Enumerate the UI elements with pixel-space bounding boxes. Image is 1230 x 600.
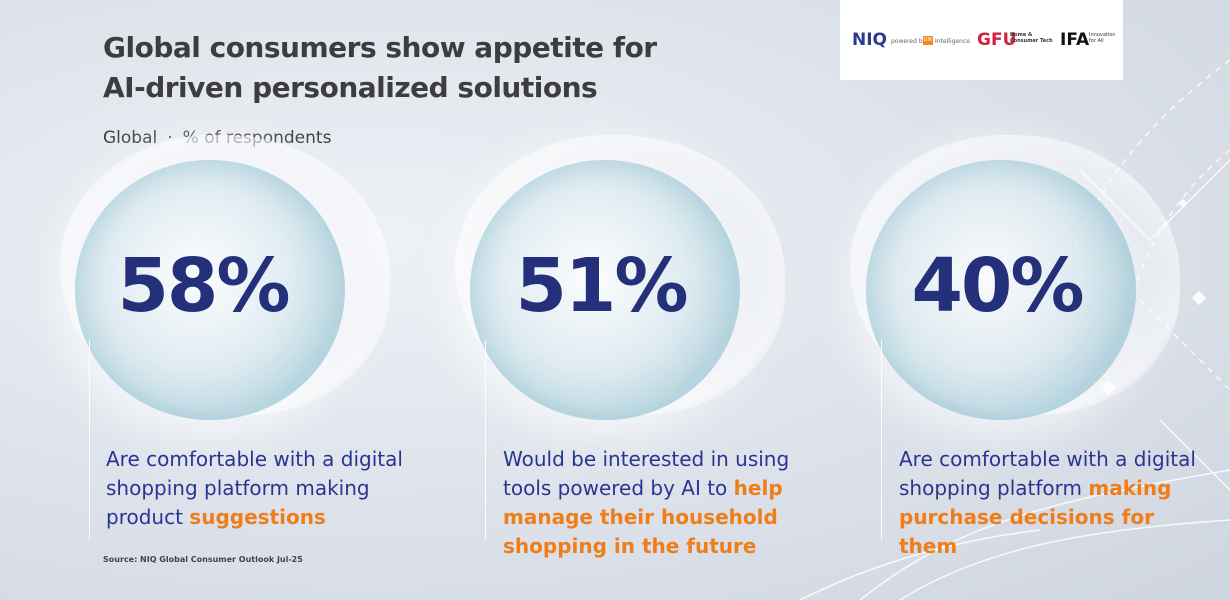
stat-highlight-3: making purchase decisions for them [899, 476, 1172, 558]
divider-line-1 [89, 340, 90, 540]
gfu-tagline: Home & Consumer Tech [1010, 32, 1053, 44]
title-line-1: Global consumers show appetite for [103, 31, 657, 64]
stat-value-3: 40% [911, 243, 1084, 329]
ifa-logo: IFA [1060, 30, 1090, 50]
stat-text-1: Are comfortable with a digital shopping … [106, 447, 403, 529]
partner-logos: NIQ powered by GfK Intelligence GFU Home… [840, 0, 1123, 80]
bubble-1 [75, 160, 345, 420]
niq-logo: NIQ [852, 30, 888, 50]
stat-text-3: Are comfortable with a digital shopping … [899, 447, 1196, 500]
gfu-logo: GFU [977, 30, 1017, 50]
stat-value-2: 51% [515, 243, 688, 329]
stat-text-2: Would be interested in using tools power… [503, 447, 790, 500]
stat-highlight-1: suggestions [189, 505, 326, 529]
divider-line-3 [881, 340, 882, 540]
subtitle-separator: · [167, 128, 173, 148]
stat-description-1: Are comfortable with a digital shopping … [106, 445, 406, 532]
intelligence-text: Intelligence [935, 38, 970, 45]
stat-description-3: Are comfortable with a digital shopping … [899, 445, 1209, 561]
title-line-2: AI-driven personalized solutions [103, 71, 598, 104]
source-note: Source: NIQ Global Consumer Outlook Jul-… [103, 555, 303, 564]
ifa-tagline: Innovation for All [1089, 32, 1116, 44]
powered-by-text: powered by [891, 38, 927, 45]
divider-line-2 [485, 340, 486, 540]
gfk-logo: GfK [923, 36, 933, 45]
bubble-3 [866, 160, 1136, 420]
page-title: Global consumers show appetite for AI-dr… [103, 28, 657, 108]
subtitle-scope: Global [103, 128, 158, 148]
stat-value-1: 58% [117, 243, 290, 329]
stat-description-2: Would be interested in using tools power… [503, 445, 793, 561]
stat-highlight-2: help manage their household shopping in … [503, 476, 783, 558]
bubble-2 [470, 160, 740, 420]
